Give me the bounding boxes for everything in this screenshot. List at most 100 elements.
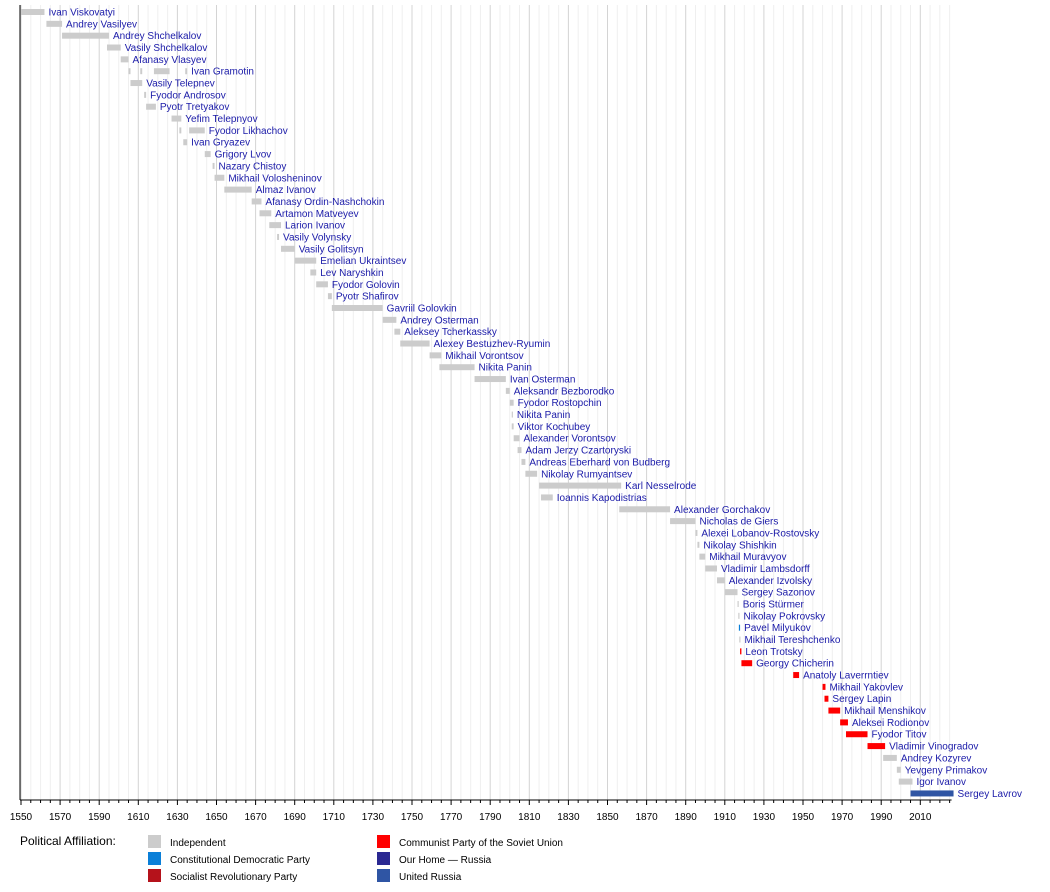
minister-label: Larion Ivanov [285, 221, 345, 232]
tenure-bar [505, 387, 510, 394]
tenure-bar [281, 245, 295, 252]
minister-label: Andrey Shchelkalov [113, 31, 201, 42]
tenure-bar [513, 435, 520, 442]
tenure-bar [509, 399, 514, 406]
tenure-bar [619, 506, 671, 513]
x-tick-label: 1670 [244, 812, 267, 823]
x-tick-label: 1790 [479, 812, 502, 823]
minister-label: Nikolay Pokrovsky [743, 611, 825, 622]
tenure-bar [189, 127, 205, 134]
tenure-bar [539, 482, 622, 489]
legend-swatch [148, 852, 161, 865]
tenure-bar [128, 68, 131, 75]
minister-label: Andreas Eberhard von Budberg [529, 457, 670, 468]
tenure-bar [259, 210, 272, 217]
tenure-bar [724, 589, 738, 596]
tenure-bar [695, 529, 698, 536]
tenure-bar [738, 612, 740, 619]
minister-label: Karl Nesselrode [625, 481, 697, 492]
tenure-bar [120, 56, 129, 63]
minister-label: Aleksey Tcherkassky [404, 327, 497, 338]
minister-label: Andrey Osterman [400, 315, 478, 326]
minister-label: Alexander Vorontsov [524, 434, 616, 445]
tenure-bar [739, 636, 741, 643]
x-tick-label: 1930 [753, 812, 776, 823]
tenure-bar [331, 305, 383, 311]
minister-label: Afanasy Ordin-Nashchokin [265, 197, 384, 208]
minister-label: Mikhail Vorontsov [445, 351, 523, 362]
tenure-bar [741, 660, 753, 667]
minister-label: Boris Stürmer [743, 600, 805, 611]
tenure-bar [204, 151, 211, 158]
gridlines [20, 5, 951, 800]
minister-label: Pyotr Shafirov [336, 292, 399, 303]
minister-label: Mikhail Menshikov [844, 706, 926, 717]
tenure-bar [898, 778, 913, 785]
tenure-bar [697, 541, 700, 548]
x-tick-label: 1830 [557, 812, 580, 823]
minister-label: Almaz Ivanov [256, 185, 316, 196]
minister-label: Mikhail Tereshchenko [744, 635, 840, 646]
legend-swatch [148, 869, 161, 882]
tenure-bar [867, 743, 886, 750]
minister-label: Ivan Osterman [510, 375, 576, 386]
legend-swatch [377, 852, 390, 865]
minister-label: Ivan Gryazev [191, 138, 250, 149]
minister-label: Vasily Telepnev [146, 79, 215, 90]
minister-label: Afanasy Vlasyev [133, 55, 207, 66]
x-tick-label: 1710 [323, 812, 346, 823]
tenure-bar [400, 340, 430, 347]
tenure-bar [212, 162, 215, 169]
x-tick-label: 1850 [596, 812, 619, 823]
minister-label: Aleksei Rodionov [852, 718, 929, 729]
minister-label: Fyodor Titov [872, 730, 927, 741]
tenure-bar [474, 376, 506, 383]
minister-label: Sergey Lavrov [958, 789, 1022, 800]
tenure-bar [179, 127, 182, 134]
minister-label: Aleksandr Bezborodko [514, 386, 615, 397]
x-tick-label: 1630 [166, 812, 189, 823]
legend-swatch [377, 835, 390, 848]
minister-label: Georgy Chicherin [756, 659, 834, 670]
legend-label: Communist Party of the Soviet Union [399, 838, 563, 849]
x-tick-label: 1650 [205, 812, 228, 823]
minister-label: Adam Jerzy Czartoryski [525, 446, 631, 457]
minister-label: Vasily Shchelkalov [125, 43, 208, 54]
tenure-bar [511, 411, 513, 418]
minister-label: Andrey Vasilyev [66, 19, 137, 30]
minister-label: Ivan Gramotin [191, 67, 254, 78]
legend-label: Socialist Revolutionary Party [170, 872, 297, 883]
minister-label: Ivan Viskovatyi [48, 8, 115, 19]
tenure-bar [153, 68, 170, 75]
legend: Political Affiliation: Independent Consti… [20, 834, 563, 883]
tenure-bar [517, 447, 522, 454]
tenure-bar [699, 553, 706, 560]
minister-label: Lev Naryshkin [320, 268, 383, 279]
x-tick-label: 1910 [714, 812, 737, 823]
tenure-bar [846, 731, 868, 738]
tenure-bar [251, 198, 262, 205]
minister-label: Fyodor Golovin [332, 280, 400, 291]
tenure-bar [738, 624, 741, 631]
minister-label: Fyodor Androsov [150, 90, 226, 101]
minister-label: Yefim Telepnyov [185, 114, 257, 125]
tenure-bar [183, 139, 188, 146]
tenure-bar [140, 68, 143, 75]
x-tick-label: 1810 [518, 812, 541, 823]
minister-label: Vasily Golitsyn [299, 244, 364, 255]
legend-label: Constitutional Democratic Party [170, 855, 310, 866]
tenure-bar [793, 672, 800, 679]
legend-swatch [377, 869, 390, 882]
tenure-bar [382, 316, 397, 323]
minister-label: Pyotr Tretyakov [160, 102, 229, 113]
tenure-bar [327, 293, 332, 300]
minister-label: Nicholas de Giers [699, 517, 778, 528]
tenure-bar [541, 494, 553, 501]
tenure-bar [525, 470, 538, 477]
minister-label: Yevgeny Primakov [905, 765, 987, 776]
tenure-bar [737, 601, 739, 607]
minister-label: Fyodor Rostopchin [518, 398, 602, 409]
minister-label: Vladimir Lambsdorff [721, 564, 810, 575]
tenure-bar [822, 683, 826, 690]
